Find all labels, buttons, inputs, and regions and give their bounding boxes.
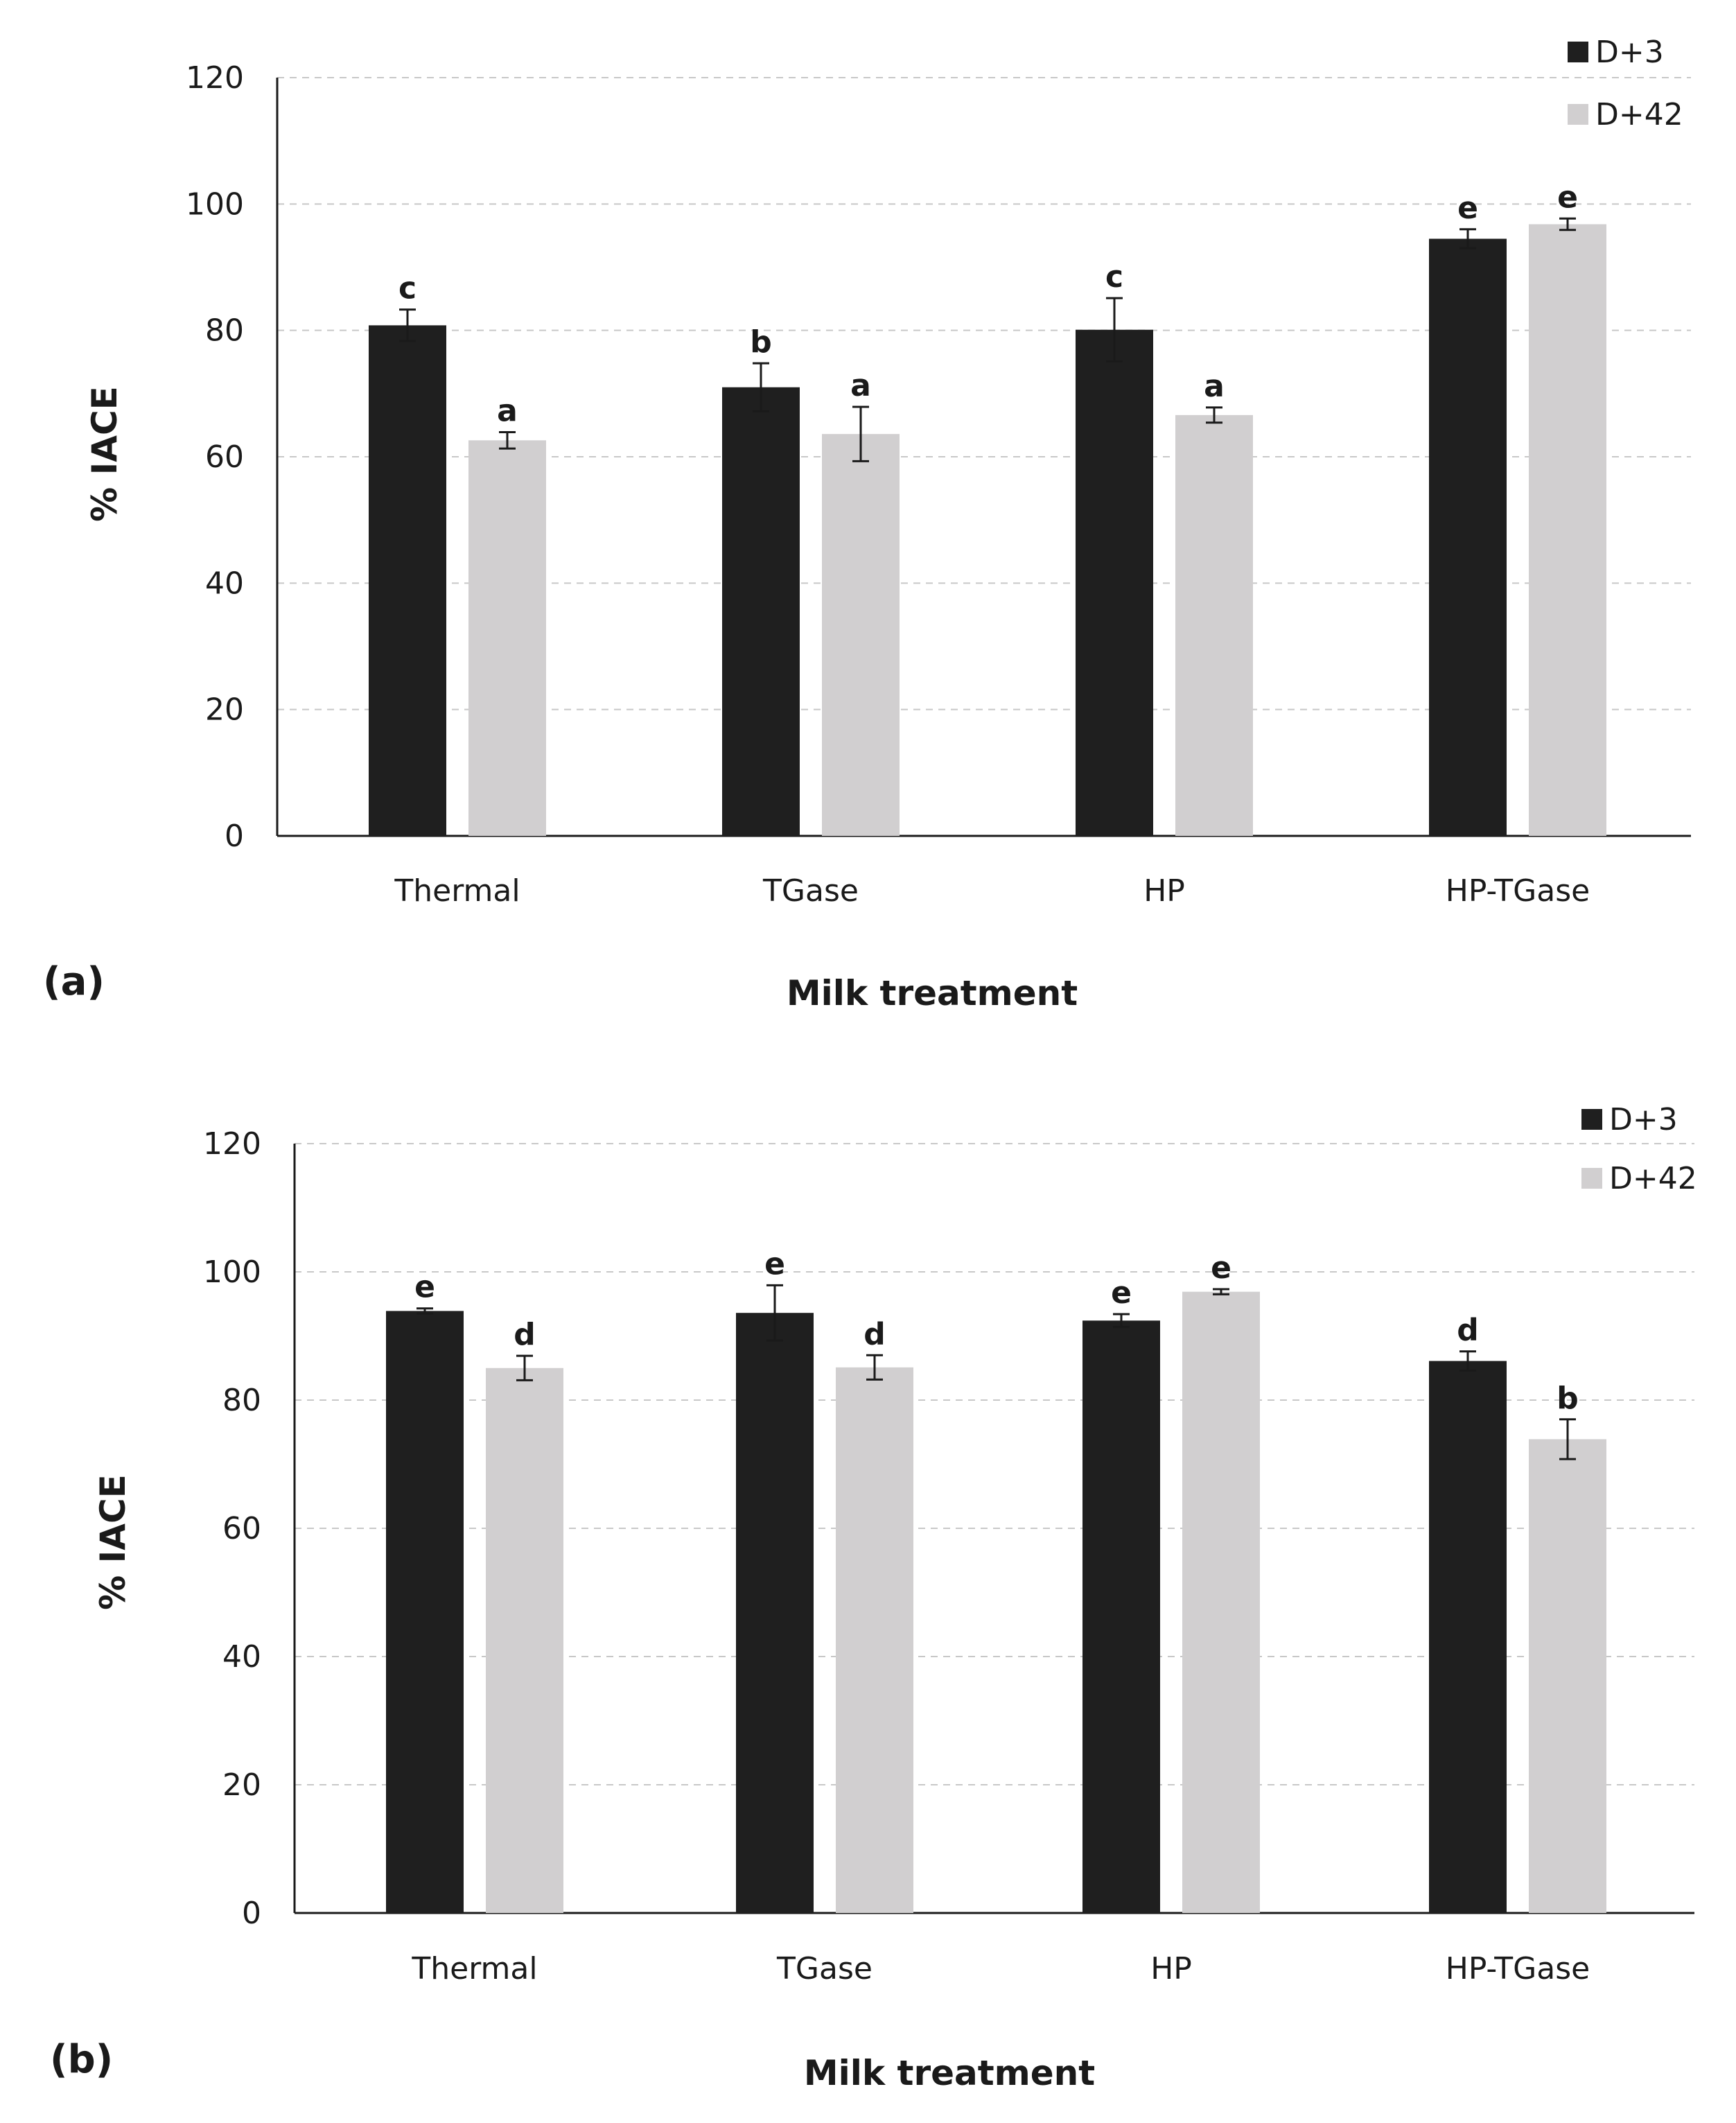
y-tick-label: 20 bbox=[205, 692, 244, 728]
y-tick-label: 80 bbox=[205, 313, 244, 349]
legend: D+3 D+42 bbox=[1568, 35, 1683, 132]
legend-label-d3: D+3 bbox=[1595, 35, 1664, 70]
y-tick-label: 60 bbox=[222, 1511, 261, 1546]
bar-d42-tgase bbox=[836, 1367, 913, 1913]
bar-d3-hp-tgase bbox=[1429, 238, 1507, 837]
y-axis-title: % IACE bbox=[85, 386, 125, 522]
legend: D+3 D+42 bbox=[1581, 1102, 1697, 1196]
y-tick-label: 0 bbox=[225, 819, 244, 854]
y-tick-label: 120 bbox=[203, 1126, 261, 1162]
significance-letter: c bbox=[1105, 259, 1123, 295]
x-axis-title: Milk treatment bbox=[787, 973, 1078, 1013]
legend-swatch-d42 bbox=[1581, 1168, 1602, 1189]
legend-label-d42: D+42 bbox=[1595, 97, 1683, 132]
panel-label: (a) bbox=[43, 959, 105, 1004]
bar-d42-tgase bbox=[822, 434, 900, 836]
x-category-label: HP-TGase bbox=[1446, 873, 1590, 909]
legend-swatch-d3 bbox=[1568, 42, 1588, 62]
x-category-label: HP bbox=[1150, 1951, 1192, 1986]
y-tick-label: 100 bbox=[186, 186, 244, 222]
significance-letter: e bbox=[764, 1246, 785, 1282]
x-axis-title: Milk treatment bbox=[804, 2053, 1095, 2093]
bar-d3-thermal bbox=[386, 1311, 464, 1913]
bar-d3-thermal bbox=[369, 325, 446, 837]
panel-label: (b) bbox=[50, 2037, 113, 2082]
significance-letter: a bbox=[850, 368, 871, 403]
significance-letter: d bbox=[1457, 1313, 1479, 1348]
significance-letter: e bbox=[1211, 1250, 1231, 1286]
significance-letter: e bbox=[1557, 180, 1578, 215]
x-category-label: HP-TGase bbox=[1446, 1951, 1590, 1986]
significance-letter: d bbox=[514, 1317, 536, 1352]
legend-label-d3: D+3 bbox=[1609, 1102, 1678, 1137]
chart-panel-a: 0 20 40 60 80 100 120 c a Thermal b a TGase c a HP e e HP-… bbox=[43, 35, 1691, 1013]
bar-d3-tgase bbox=[722, 387, 800, 836]
chart-panel-b: 0 20 40 60 80 100 120 e d Thermal e d TGase e e HP d b HP-… bbox=[50, 1102, 1697, 2093]
bar-d3-hp bbox=[1076, 329, 1153, 836]
bar-d3-tgase bbox=[736, 1313, 814, 1913]
bar-d42-hp bbox=[1175, 414, 1253, 836]
significance-letter: e bbox=[414, 1270, 435, 1305]
significance-letter: e bbox=[1457, 191, 1478, 226]
legend-label-d42: D+42 bbox=[1609, 1161, 1697, 1196]
legend-swatch-d3 bbox=[1581, 1109, 1602, 1130]
y-tick-label: 60 bbox=[205, 439, 244, 475]
x-category-label: Thermal bbox=[394, 873, 520, 909]
x-category-label: HP bbox=[1143, 873, 1185, 909]
bar-d42-hp-tgase bbox=[1529, 1439, 1606, 1913]
y-tick-label: 40 bbox=[222, 1639, 261, 1675]
y-tick-label: 100 bbox=[203, 1255, 261, 1290]
bar-d42-thermal bbox=[468, 440, 546, 836]
x-category-label: TGase bbox=[776, 1951, 873, 1986]
x-category-label: TGase bbox=[762, 873, 859, 909]
bar-d3-hp-tgase bbox=[1429, 1361, 1507, 1913]
y-tick-label: 40 bbox=[205, 566, 244, 601]
bar-d3-hp bbox=[1082, 1320, 1160, 1913]
y-tick-label: 80 bbox=[222, 1383, 261, 1418]
significance-letter: e bbox=[1111, 1275, 1132, 1311]
significance-letter: a bbox=[1204, 369, 1225, 404]
significance-letter: b bbox=[750, 324, 772, 360]
legend-swatch-d42 bbox=[1568, 104, 1588, 125]
bar-d42-hp bbox=[1182, 1291, 1260, 1913]
significance-letter: b bbox=[1557, 1381, 1579, 1416]
x-category-label: Thermal bbox=[411, 1951, 537, 1986]
y-tick-label: 0 bbox=[242, 1896, 261, 1931]
bar-d42-hp-tgase bbox=[1529, 224, 1606, 836]
y-axis-title: % IACE bbox=[93, 1474, 133, 1610]
significance-letter: a bbox=[497, 393, 518, 428]
y-tick-label: 20 bbox=[222, 1767, 261, 1803]
bar-d42-thermal bbox=[486, 1368, 563, 1913]
significance-letter: d bbox=[863, 1316, 886, 1352]
significance-letter: c bbox=[398, 271, 417, 306]
y-tick-label: 120 bbox=[186, 60, 244, 96]
